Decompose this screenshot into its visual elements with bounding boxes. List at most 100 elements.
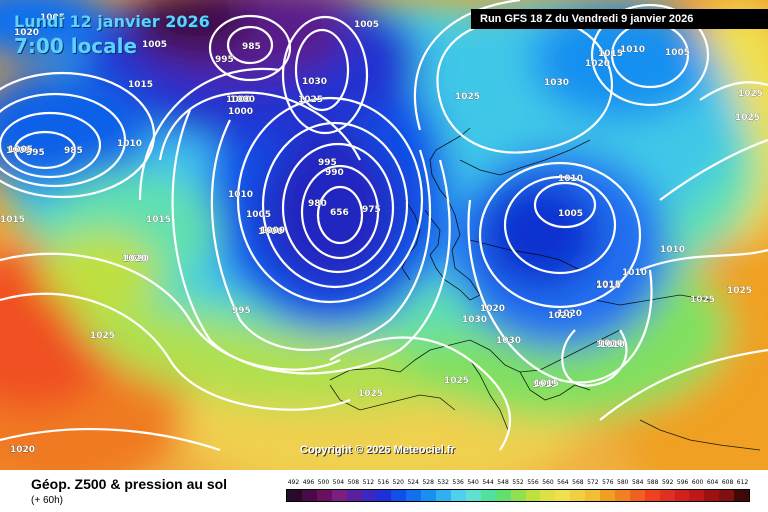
color-scale-label: 600 <box>691 479 704 486</box>
pressure-label: 1000 <box>258 227 283 237</box>
color-scale-label: 564 <box>557 479 569 486</box>
pressure-label: 1005 <box>558 209 583 219</box>
pressure-label: 1025 <box>298 95 323 105</box>
color-scale-bar <box>286 489 750 502</box>
pressure-label: 656 <box>330 208 349 218</box>
pressure-label: 990 <box>325 168 344 178</box>
color-scale-swatch <box>629 490 645 501</box>
color-scale-swatch <box>674 490 690 501</box>
pressure-label: 1000 <box>226 95 251 105</box>
pressure-label: 995 <box>215 55 234 65</box>
coastlines <box>329 127 761 451</box>
color-scale-swatch <box>614 490 630 501</box>
map-title: Géop. Z500 & pression au sol <box>31 476 228 492</box>
pressure-label: 1015 <box>598 49 623 59</box>
color-scale-label: 596 <box>676 479 689 486</box>
color-scale-swatch <box>570 490 586 501</box>
color-scale-swatch <box>301 490 317 501</box>
pressure-label: 1015 <box>0 215 25 225</box>
weather-map: 1020 1005 995 985 1005 1015 1010 1005 99… <box>0 0 768 470</box>
color-scale-swatch <box>346 490 362 501</box>
color-scale-label: 492 <box>287 479 300 486</box>
color-scale-label: 592 <box>661 479 674 486</box>
pressure-label: 1025 <box>358 389 383 399</box>
color-scale-swatch <box>525 490 541 501</box>
color-scale-swatch <box>540 490 556 501</box>
color-scale-swatch <box>510 490 526 501</box>
color-scale-label: 536 <box>452 479 464 486</box>
pressure-label: 1020 <box>480 304 505 314</box>
color-scale-label: 512 <box>362 479 375 486</box>
color-scale-swatch <box>734 490 750 501</box>
pressure-label: 995 <box>318 158 337 168</box>
pressure-label: 1020 <box>14 28 39 38</box>
copyright-text: Copyright © 2026 Meteociel.fr <box>300 444 455 456</box>
pressure-label: 1010 <box>598 339 623 349</box>
color-scale-label: 516 <box>377 479 390 486</box>
pressure-label: 1030 <box>302 77 327 87</box>
pressure-label: 1005 <box>6 146 31 156</box>
pressure-label: 985 <box>64 146 83 156</box>
color-scale-label: 500 <box>317 479 330 486</box>
pressure-label: 1025 <box>735 113 760 123</box>
color-scale-swatch <box>331 490 347 501</box>
color-scale-swatch <box>689 490 705 501</box>
color-scale-label: 608 <box>721 479 734 486</box>
color-scale-label: 496 <box>302 479 315 486</box>
color-scale-label: 556 <box>527 479 539 486</box>
color-scale-label: 612 <box>736 479 749 486</box>
pressure-label: 1025 <box>690 295 715 305</box>
pressure-label: 1015 <box>146 215 171 225</box>
pressure-label: 1000 <box>260 226 285 236</box>
color-scale-swatch <box>585 490 601 501</box>
isobars <box>0 0 768 452</box>
pressure-label: 1020 <box>122 254 147 264</box>
color-scale-label: 540 <box>467 479 479 486</box>
color-scale-label: 572 <box>587 479 599 486</box>
legend-footer: Géop. Z500 & pression au sol (+ 60h) 492… <box>0 470 768 512</box>
color-scale-label: 548 <box>497 479 509 486</box>
pressure-label: 1015 <box>532 380 557 390</box>
pressure-label: 1015 <box>128 80 153 90</box>
pressure-label: 1020 <box>10 445 35 455</box>
color-scale-swatch <box>644 490 660 501</box>
color-scale-label: 560 <box>542 479 554 486</box>
color-scale-swatch <box>316 490 332 501</box>
pressure-labels: 1020 1005 995 985 1005 1015 1010 1005 99… <box>0 13 763 455</box>
pressure-label: 1025 <box>727 286 752 296</box>
pressure-label: 1010 <box>660 245 685 255</box>
color-scale-swatch <box>361 490 377 501</box>
pressure-label: 1010 <box>600 340 625 350</box>
pressure-label: 1000 <box>228 107 253 117</box>
forecast-time: 7:00 locale <box>14 34 138 58</box>
forecast-date: Lundi 12 janvier 2026 <box>14 12 210 31</box>
color-scale-swatch <box>704 490 720 501</box>
pressure-label: 1010 <box>558 174 583 184</box>
geopotential-color-field <box>0 0 768 470</box>
color-scale-swatch <box>465 490 481 501</box>
color-scale-label: 520 <box>392 479 404 486</box>
pressure-label: 1005 <box>8 145 33 155</box>
color-scale-labels: 492 496 500 504 508 512 516 520 524 528 532 536 540 5… <box>286 479 750 488</box>
pressure-label: 1010 <box>596 340 621 350</box>
pressure-label: 1010 <box>622 268 647 278</box>
color-scale-label: 584 <box>632 479 644 486</box>
pressure-label: 1010 <box>228 190 253 200</box>
color-scale-swatch <box>406 490 422 501</box>
pressure-label: 1030 <box>462 315 487 325</box>
pressure-label: 1020 <box>585 59 610 69</box>
color-scale-label: 508 <box>347 479 360 486</box>
color-scale-label: 580 <box>617 479 629 486</box>
color-scale-swatch <box>421 490 437 501</box>
color-scale-swatch <box>436 490 451 501</box>
pressure-label: 1020 <box>548 311 573 321</box>
pressure-label: 1025 <box>444 376 469 386</box>
pressure-label: 1010 <box>620 45 645 55</box>
color-scale-swatch <box>391 490 407 501</box>
pressure-label: 1010 <box>596 281 621 291</box>
color-scale-swatch <box>600 490 615 501</box>
color-scale-swatch <box>555 490 571 501</box>
color-scale-swatch <box>480 490 496 501</box>
pressure-label: 1025 <box>455 92 480 102</box>
